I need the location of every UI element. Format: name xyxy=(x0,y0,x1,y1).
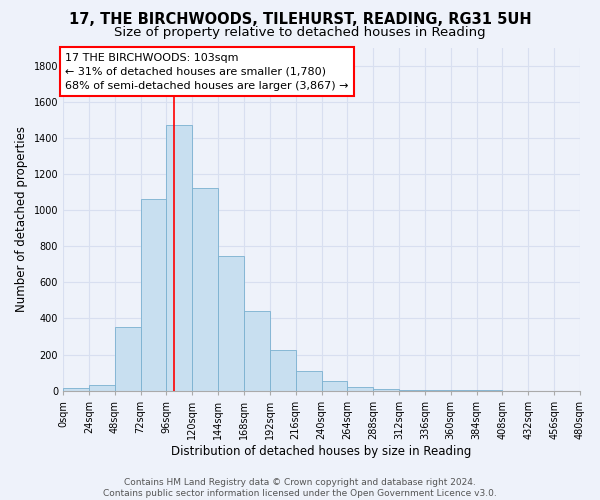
Bar xyxy=(166,125,192,390)
Bar xyxy=(347,387,373,390)
Bar xyxy=(296,371,322,390)
Text: 17, THE BIRCHWOODS, TILEHURST, READING, RG31 5UH: 17, THE BIRCHWOODS, TILEHURST, READING, … xyxy=(68,12,532,28)
Bar xyxy=(218,256,244,390)
Bar xyxy=(373,389,399,390)
X-axis label: Distribution of detached houses by size in Reading: Distribution of detached houses by size … xyxy=(172,444,472,458)
Bar xyxy=(322,380,347,390)
Bar xyxy=(63,388,89,390)
Bar xyxy=(140,199,166,390)
Text: Contains HM Land Registry data © Crown copyright and database right 2024.
Contai: Contains HM Land Registry data © Crown c… xyxy=(103,478,497,498)
Text: 17 THE BIRCHWOODS: 103sqm
← 31% of detached houses are smaller (1,780)
68% of se: 17 THE BIRCHWOODS: 103sqm ← 31% of detac… xyxy=(65,53,349,91)
Bar xyxy=(244,311,270,390)
Bar xyxy=(115,326,140,390)
Bar xyxy=(270,350,296,391)
Text: Size of property relative to detached houses in Reading: Size of property relative to detached ho… xyxy=(114,26,486,39)
Bar xyxy=(89,385,115,390)
Y-axis label: Number of detached properties: Number of detached properties xyxy=(15,126,28,312)
Bar xyxy=(192,188,218,390)
